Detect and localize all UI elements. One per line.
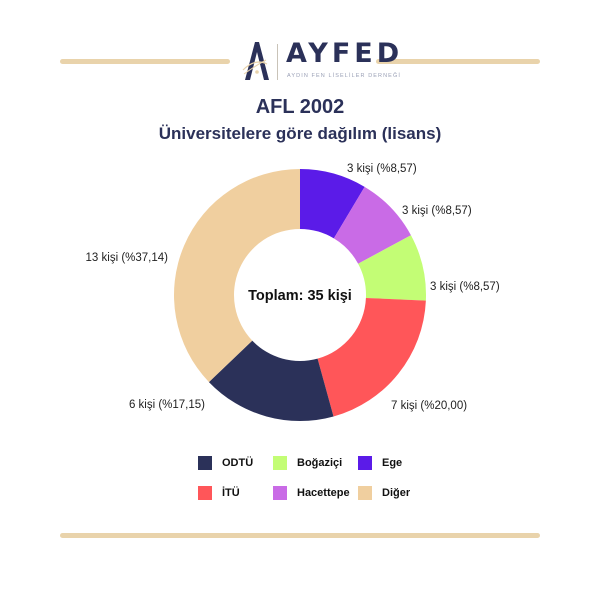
slice-bogazici[interactable]	[358, 235, 427, 301]
legend-swatch	[273, 456, 287, 470]
legend-label: Boğaziçi	[297, 457, 343, 469]
legend-label: Diğer	[382, 487, 411, 499]
logo-a-mark-icon	[242, 42, 269, 80]
slice-hacettepe[interactable]	[333, 186, 411, 264]
legend-label: Hacettepe	[297, 487, 350, 499]
slice-data-label: 13 kişi (%37,14)	[86, 252, 169, 264]
slice-data-label: 3 kişi (%8,57)	[402, 205, 472, 217]
legend-swatch	[198, 486, 212, 500]
logo-divider	[277, 44, 278, 80]
slice-itu[interactable]	[317, 297, 426, 417]
logo-wordmark: AYFED	[286, 38, 404, 69]
ayfed-logo: AYFED AYDIN FEN LİSELİLER DERNEĞİ	[236, 36, 400, 90]
legend-label: ODTÜ	[222, 457, 254, 469]
chart-subtitle: Üniversitelere göre dağılım (lisans)	[158, 124, 442, 143]
legend-label: İTÜ	[222, 487, 240, 499]
slice-data-label: 3 kişi (%8,57)	[430, 281, 500, 293]
legend-swatch	[358, 486, 372, 500]
slice-data-label: 3 kişi (%8,57)	[347, 163, 417, 175]
top-left-rule	[60, 59, 230, 64]
bottom-rule	[60, 533, 540, 538]
top-right-rule	[376, 59, 540, 64]
donut-center-total: Toplam: 35 kişi	[248, 288, 352, 304]
slice-data-label: 7 kişi (%20,00)	[391, 400, 467, 412]
legend-swatch	[198, 456, 212, 470]
legend-swatch	[358, 456, 372, 470]
legend-swatch	[273, 486, 287, 500]
legend-label: Ege	[382, 457, 403, 469]
slice-odtu[interactable]	[208, 340, 334, 421]
chart-title: AFL 2002	[255, 96, 345, 118]
slice-ege[interactable]	[300, 169, 365, 239]
slice-diger[interactable]	[174, 169, 300, 383]
logo-tagline: AYDIN FEN LİSELİLER DERNEĞİ	[287, 73, 401, 79]
slice-data-label: 6 kişi (%17,15)	[129, 399, 205, 411]
